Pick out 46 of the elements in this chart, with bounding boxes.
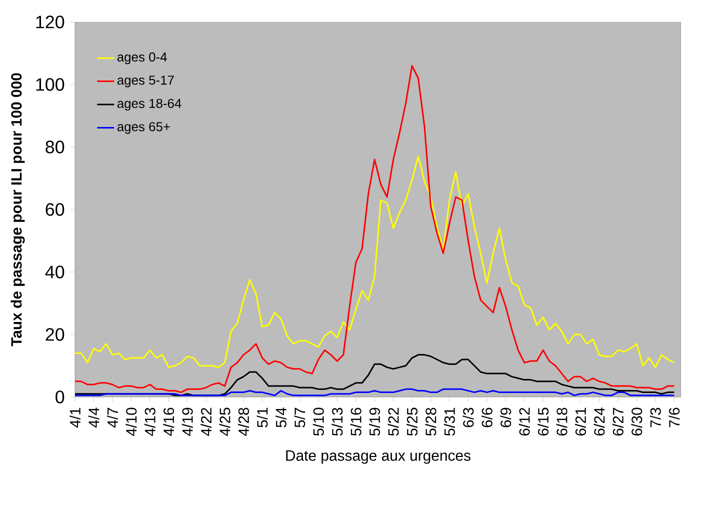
- x-tick-label: 7/6: [668, 408, 680, 428]
- y-tick-label: 60: [46, 203, 64, 216]
- x-tick-label: 5/13: [332, 408, 343, 436]
- x-tick-label: 4/25: [219, 408, 230, 436]
- x-tick-label: 5/10: [312, 408, 324, 436]
- x-tick-label: 5/25: [406, 408, 418, 436]
- x-tick-label: 6/12: [518, 408, 530, 436]
- y-tick-label: 100: [36, 78, 64, 91]
- x-tick-label: 5/1: [256, 408, 268, 428]
- x-tick-label: 6/9: [500, 408, 512, 428]
- y-axis-title: Taux de passage pour ILI pour 100 000: [10, 73, 25, 346]
- x-tick-label: 4/28: [238, 408, 249, 436]
- legend-label: ages 65+: [117, 122, 170, 134]
- legend-label: ages 0-4: [117, 52, 167, 64]
- x-tick-label: 6/24: [594, 408, 605, 436]
- y-tick-label: 80: [46, 140, 64, 154]
- legend-label: ages 18-64: [117, 98, 182, 111]
- x-tick-label: 5/28: [425, 408, 436, 436]
- x-tick-label: 6/27: [612, 408, 624, 436]
- x-tick-label: 6/15: [538, 408, 549, 436]
- x-tick-label: 5/7: [294, 408, 306, 428]
- y-tick-label: 120: [36, 16, 64, 28]
- x-tick-label: 6/21: [575, 408, 586, 436]
- x-tick-label: 5/22: [388, 408, 399, 436]
- x-axis-title: Date passage aux urgences: [286, 450, 470, 464]
- x-tick-label: 4/22: [200, 408, 212, 436]
- x-tick-label: 6/6: [481, 408, 492, 428]
- x-tick-label: 6/30: [631, 408, 642, 436]
- x-tick-label: 5/31: [444, 408, 455, 436]
- y-tick-label: 20: [46, 328, 64, 341]
- y-tick-label: 40: [45, 266, 64, 278]
- x-tick-label: 5/19: [369, 408, 380, 436]
- x-tick-label: 4/19: [182, 408, 193, 436]
- x-tick-label: 4/4: [88, 408, 100, 428]
- x-tick-label: 6/3: [462, 408, 474, 428]
- x-tick-label: 4/13: [144, 408, 156, 436]
- x-tick-label: 4/10: [126, 408, 137, 436]
- x-tick-label: 4/7: [106, 408, 118, 428]
- x-tick-label: 5/16: [350, 408, 362, 436]
- x-tick-label: 5/4: [275, 408, 286, 428]
- legend-label: ages 5-17: [117, 76, 174, 88]
- x-tick-label: 4/1: [70, 408, 80, 428]
- y-tick-label: 0: [56, 390, 64, 404]
- x-tick-label: 6/18: [556, 408, 568, 436]
- x-tick-label: 7/3: [650, 408, 661, 428]
- x-tick-label: 4/16: [163, 408, 174, 436]
